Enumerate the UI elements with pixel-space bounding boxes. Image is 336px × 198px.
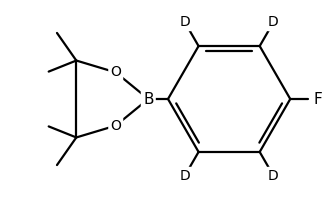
Text: D: D — [268, 15, 279, 29]
Text: D: D — [268, 169, 279, 183]
Text: O: O — [110, 65, 121, 79]
Text: O: O — [110, 119, 121, 133]
Text: F: F — [313, 91, 322, 107]
Text: D: D — [179, 169, 190, 183]
Text: D: D — [179, 15, 190, 29]
Text: B: B — [143, 91, 154, 107]
